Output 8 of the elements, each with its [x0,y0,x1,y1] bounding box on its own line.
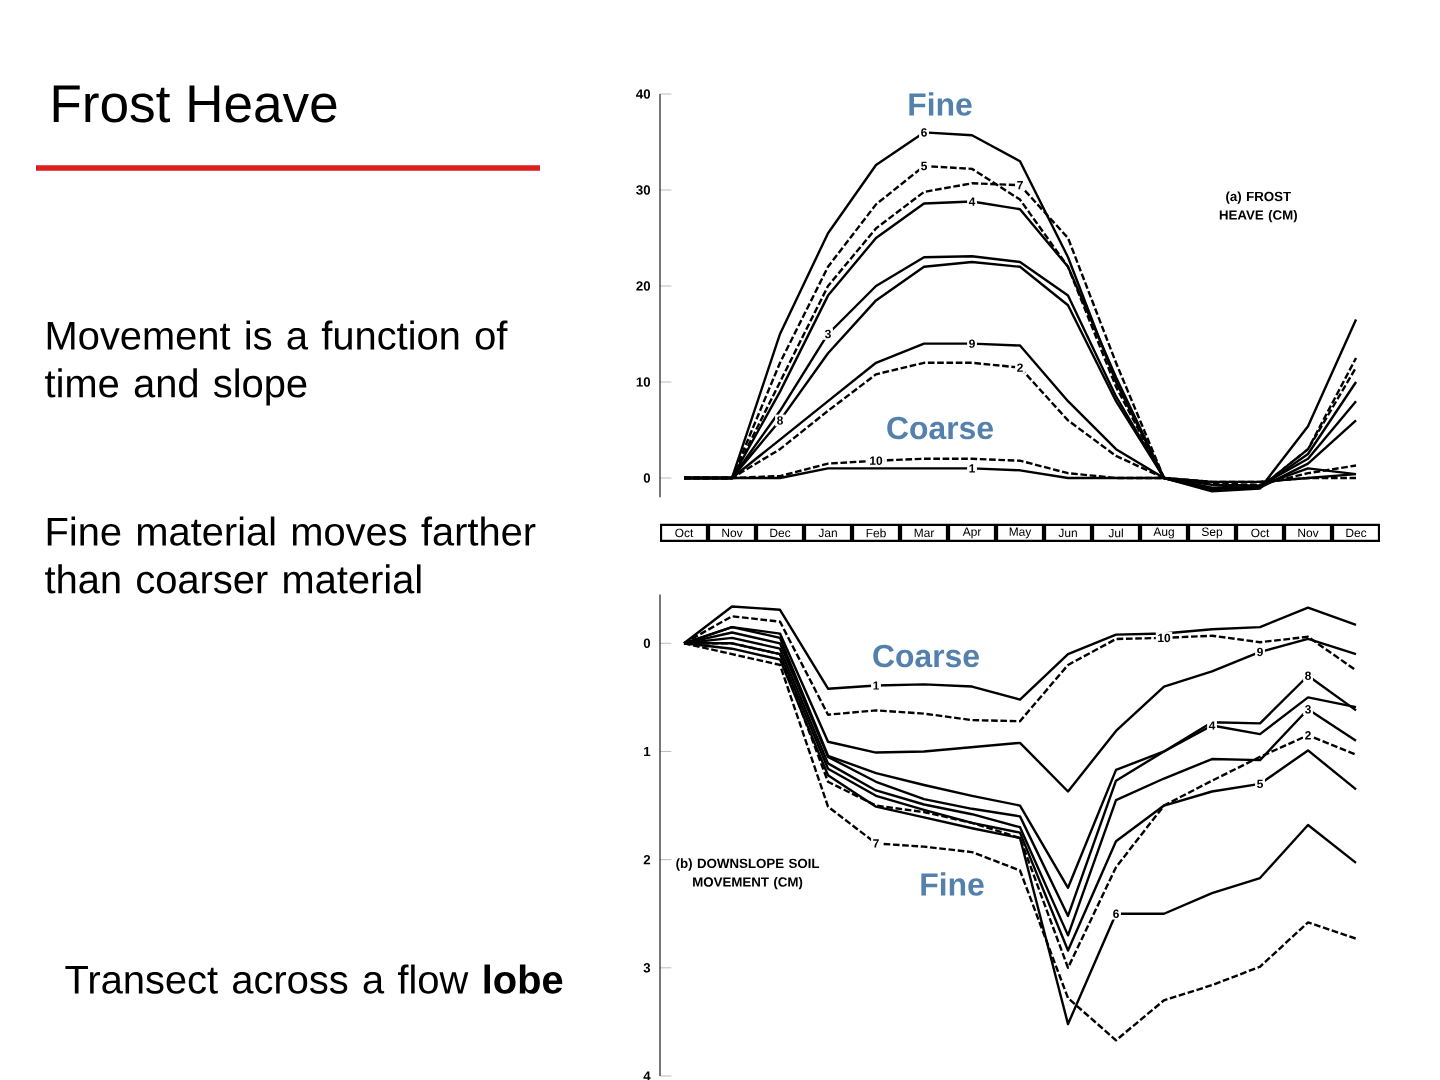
annotation: Coarse [873,644,979,668]
text: Movement is a function of time and slope [45,320,508,406]
annotation: Fine [921,872,984,896]
text: Transect across a flow lobe [65,964,563,994]
annotation: Coarse [887,416,993,440]
text: Frost Heave [53,85,337,123]
text: Fine material moves farther than coarser material [45,516,536,594]
annotation: Fine [909,92,972,116]
